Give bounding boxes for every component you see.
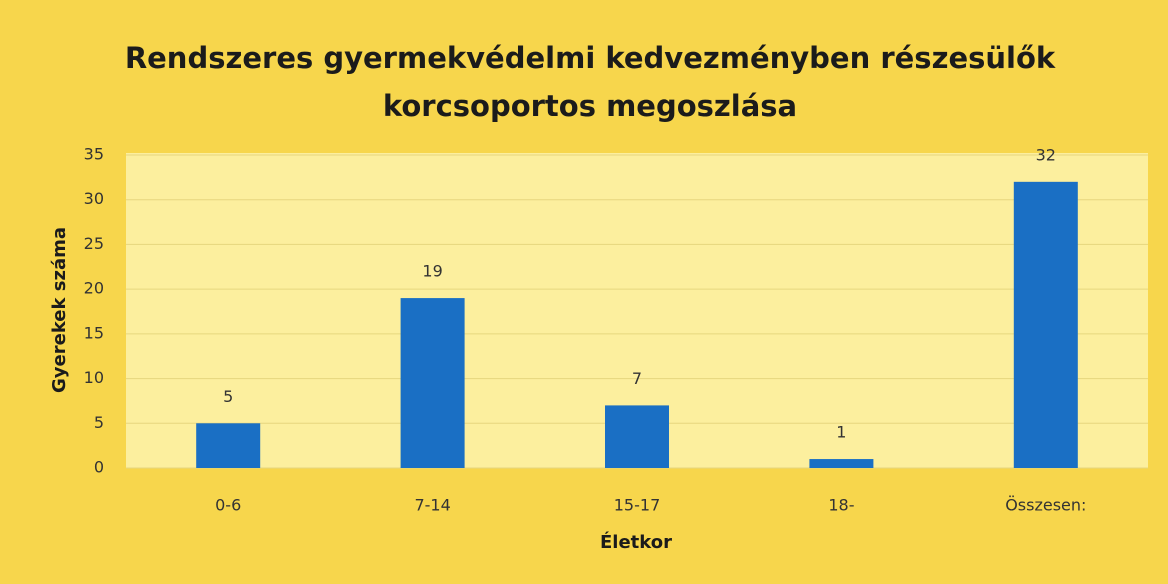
x-tick-label: 7-14 (414, 496, 450, 515)
data-label: 7 (632, 369, 642, 388)
bar (809, 459, 874, 468)
bar (605, 405, 669, 468)
x-tick-label: 0-6 (215, 496, 241, 515)
data-label: 1 (836, 423, 846, 442)
y-tick-label: 25 (84, 234, 104, 253)
y-tick-label: 30 (84, 189, 104, 208)
data-label: 5 (223, 387, 233, 406)
y-tick-label: 5 (94, 413, 104, 432)
bar (1013, 181, 1078, 469)
y-tick-label: 35 (84, 145, 104, 164)
x-tick-label: 18- (828, 496, 854, 515)
chart-title: korcsoportos megoszlása (383, 89, 797, 123)
chart-title: Rendszeres gyermekvédelmi kedvezményben … (125, 41, 1056, 75)
y-tick-label: 0 (94, 458, 104, 477)
x-axis-label: Életkor (600, 531, 672, 553)
y-tick-label: 10 (84, 368, 104, 387)
y-tick-label: 20 (84, 279, 104, 298)
bar (196, 423, 261, 468)
y-axis-label: Gyerekek száma (49, 227, 70, 393)
data-label: 32 (1036, 145, 1056, 164)
y-tick-label: 15 (84, 323, 104, 342)
data-label: 19 (422, 262, 442, 281)
bar (400, 298, 465, 468)
x-tick-label: 15-17 (614, 496, 661, 515)
x-tick-label: Összesen: (1005, 496, 1086, 515)
